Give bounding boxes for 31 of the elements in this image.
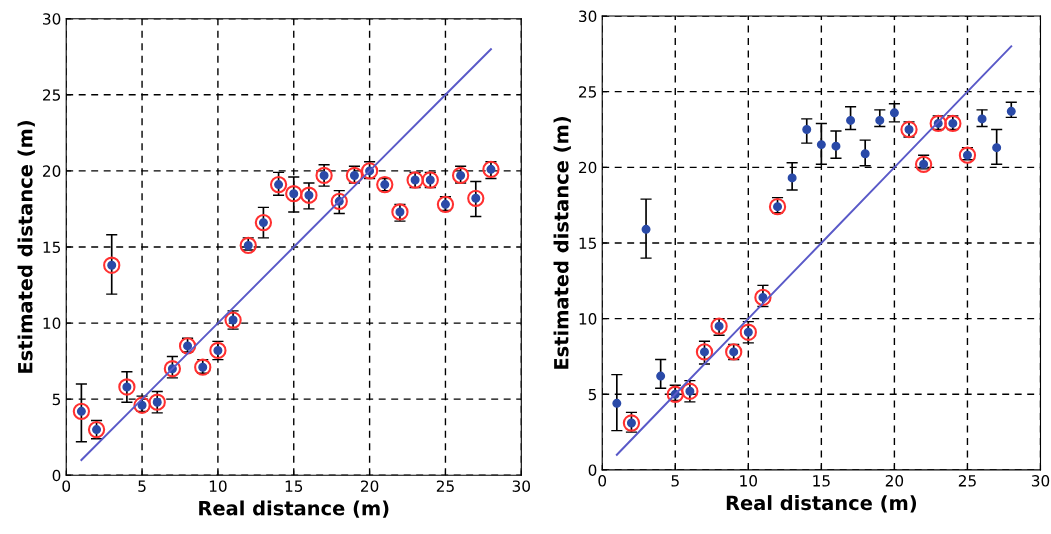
x-tick-label: 0 (62, 480, 71, 492)
x-axis-title: Real distance (m) (199, 500, 389, 518)
y-tick-label: 0 (588, 464, 597, 476)
x-axis-title: Real distance (m) (726, 495, 917, 513)
y-axis-title: Estimated distance (m) (553, 116, 571, 369)
x-tick-label: 20 (361, 480, 379, 492)
x-tick-label: 10 (740, 475, 758, 487)
y-axis-title: Estimated distance (m) (17, 120, 35, 373)
y-tick-label: 20 (43, 165, 61, 177)
x-tick-label: 30 (512, 480, 530, 492)
x-tick-label: 30 (1031, 475, 1050, 487)
y-tick-label: 10 (43, 317, 61, 330)
x-tick-label: 10 (209, 480, 227, 492)
y-tick-label: 20 (579, 161, 597, 174)
x-tick-label: 25 (958, 475, 976, 487)
y-tick-label: 15 (43, 241, 61, 253)
x-tick-label: 15 (813, 475, 830, 487)
x-tick-label: 0 (598, 475, 607, 487)
y-tick-label: 25 (579, 86, 597, 98)
y-tick-label: 25 (43, 89, 61, 101)
x-tick-label: 20 (885, 475, 904, 487)
y-tick-label: 30 (579, 10, 597, 23)
y-tick-label: 10 (579, 313, 597, 325)
y-tick-label: 15 (579, 237, 597, 249)
x-tick-label: 5 (671, 475, 679, 487)
x-tick-label: 15 (285, 480, 303, 492)
y-tick-label: 30 (43, 13, 61, 25)
y-tick-label: 5 (588, 388, 597, 401)
y-tick-label: 5 (52, 393, 61, 406)
x-tick-label: 5 (138, 480, 146, 492)
x-tick-label: 25 (436, 480, 454, 492)
